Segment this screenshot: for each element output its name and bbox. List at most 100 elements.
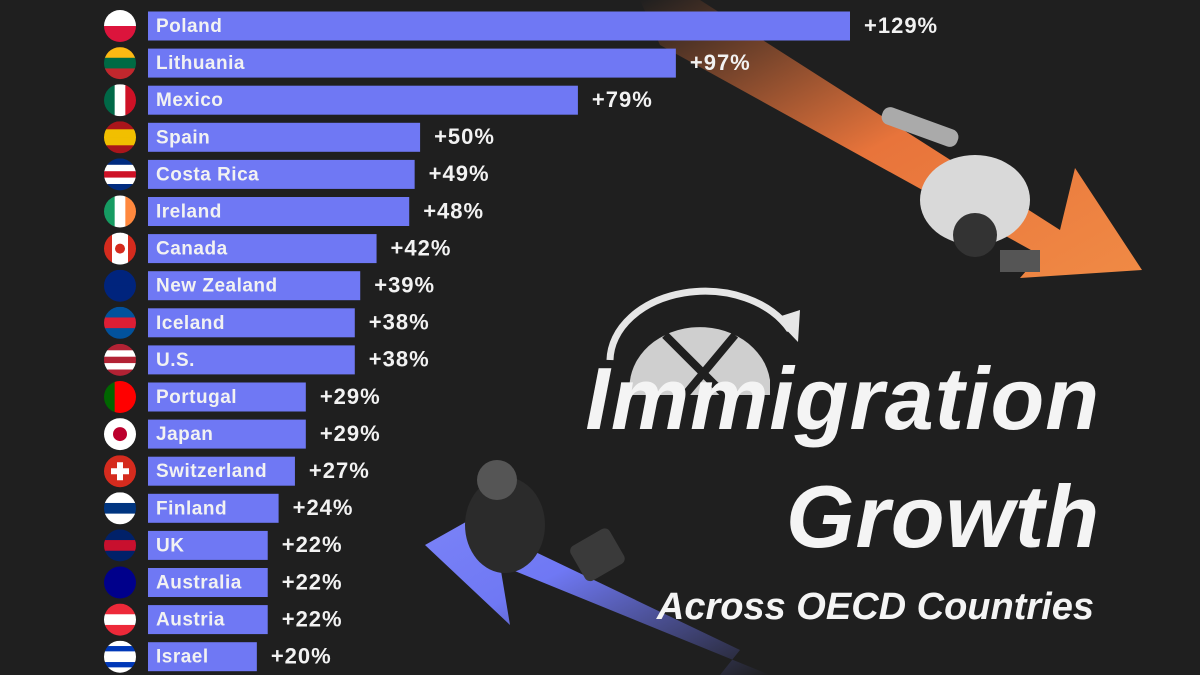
value-label: +129%	[864, 13, 938, 38]
category-label: Austria	[156, 610, 225, 631]
flag-stripe	[104, 328, 136, 339]
value-label: +49%	[429, 161, 490, 186]
flag-stripe	[114, 381, 126, 413]
value-label: +24%	[293, 495, 354, 520]
flag-icon	[104, 640, 136, 673]
bar	[148, 456, 295, 486]
orange-arrow	[640, 0, 1142, 278]
flag-stripe	[104, 640, 136, 647]
bar	[148, 122, 421, 152]
flag-emblem	[111, 462, 129, 481]
value-label: +42%	[391, 235, 452, 260]
flag-stripe	[104, 47, 136, 59]
value-label: +79%	[592, 87, 653, 112]
chart-title: Immigration Growth	[585, 349, 1100, 566]
category-label: Japan	[156, 424, 213, 445]
flag-stripe	[104, 614, 136, 626]
flag-stripe	[104, 350, 136, 358]
flag-stripe	[104, 624, 136, 636]
flag-stripe	[104, 68, 136, 80]
flag-stripe	[104, 129, 136, 138]
value-label: +39%	[374, 273, 435, 298]
value-label: +22%	[282, 569, 343, 594]
flag-stripe	[104, 10, 136, 27]
flag-stripe	[128, 232, 136, 265]
flag-emblem	[115, 243, 125, 254]
flag-icon	[104, 121, 136, 154]
value-label: +50%	[434, 124, 495, 149]
flag-stripe	[104, 513, 136, 525]
flag-stripe	[104, 184, 136, 191]
flag-stripe	[104, 164, 136, 172]
bar	[148, 493, 279, 523]
flag-stripe	[104, 158, 136, 166]
flag-stripe	[104, 145, 136, 154]
flag-stripe	[104, 343, 136, 351]
bar	[148, 234, 377, 264]
flag-stripe	[104, 269, 136, 287]
value-label: +48%	[423, 198, 484, 223]
bar	[148, 345, 355, 375]
flag-stripe	[104, 306, 136, 318]
flag-icon	[104, 343, 136, 376]
flag-icon	[104, 418, 136, 451]
flag-stripe	[104, 285, 136, 302]
category-label: Switzerland	[156, 461, 267, 482]
flag-stripe	[104, 418, 136, 435]
category-label: Ireland	[156, 202, 222, 223]
flag-stripe	[104, 26, 136, 42]
flag-icon	[104, 492, 136, 525]
flag-stripe	[104, 502, 136, 515]
value-label: +27%	[309, 458, 370, 483]
flag-emblem	[113, 427, 127, 442]
bar	[148, 530, 268, 560]
person-bottom	[465, 460, 625, 582]
bar	[148, 85, 578, 115]
bar	[148, 197, 410, 226]
bar	[148, 605, 268, 635]
flag-icon	[104, 529, 136, 562]
flag-stripe	[104, 137, 136, 146]
value-label: +38%	[369, 310, 430, 335]
value-label: +22%	[282, 606, 343, 631]
category-label: New Zealand	[156, 276, 278, 297]
category-label: Spain	[156, 127, 210, 148]
flag-stripe	[104, 381, 116, 413]
flag-stripe	[104, 529, 136, 541]
bars: Poland +129% Lithuania +97% Mexico +79% Spain +…	[104, 10, 938, 673]
flag-stripe	[104, 356, 136, 364]
bar	[148, 159, 415, 189]
flag-stripe	[104, 434, 136, 451]
flag-stripe	[104, 195, 116, 228]
category-label: Canada	[156, 239, 228, 260]
flag-stripe	[104, 656, 136, 663]
category-label: Costa Rica	[156, 164, 259, 185]
flag-stripe	[104, 646, 136, 652]
category-label: Portugal	[156, 387, 237, 408]
flag-stripe	[104, 651, 136, 658]
flag-icon	[104, 158, 136, 191]
value-label: +29%	[320, 421, 381, 446]
value-label: +97%	[690, 50, 751, 75]
flag-stripe	[125, 84, 136, 117]
flag-stripe	[104, 550, 136, 562]
category-label: U.S.	[156, 350, 195, 371]
flag-stripe	[104, 232, 113, 265]
chart-subtitle: Across OECD Countries	[656, 586, 1094, 628]
value-label: +29%	[320, 384, 381, 409]
flag-icon	[104, 232, 136, 265]
flag-icon	[104, 195, 136, 228]
bar	[148, 382, 306, 412]
flag-stripe	[104, 662, 136, 668]
category-label: Australia	[156, 573, 242, 594]
flag-icon	[104, 455, 136, 488]
flag-stripe	[104, 603, 136, 615]
flag-stripe	[104, 566, 136, 583]
flag-stripe	[104, 363, 136, 370]
flag-icon	[104, 10, 136, 42]
flag-icon	[104, 269, 136, 302]
flag-stripe	[104, 540, 136, 552]
category-label: Lithuania	[156, 53, 245, 74]
category-label: Mexico	[156, 90, 223, 111]
